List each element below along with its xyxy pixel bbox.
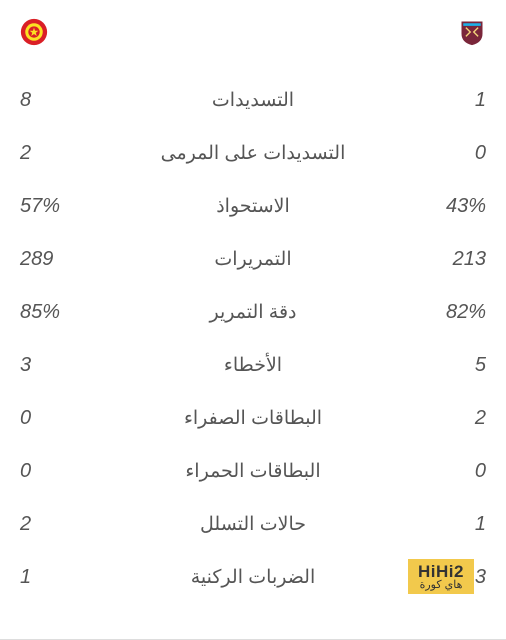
stat-label: البطاقات الصفراء [90,407,416,430]
stat-row: 289 التمريرات 213 [20,233,486,286]
stat-right-value: 213 [416,248,486,271]
watermark-line1: HiHi2 [418,563,464,581]
stat-label: الضربات الركنية [90,566,416,589]
team-right-crest [458,18,486,46]
team-left-crest [20,18,48,46]
stat-row: 85% دقة التمرير 82% [20,286,486,339]
stats-list: 8 التسديدات 1 2 التسديدات على المرمى 0 5… [20,74,486,604]
stat-right-value: 1 [416,513,486,536]
stat-left-value: 8 [20,89,90,112]
stat-left-value: 3 [20,354,90,377]
stat-row: 0 البطاقات الصفراء 2 [20,392,486,445]
stat-row: 3 الأخطاء 5 [20,339,486,392]
watermark-badge: HiHi2 هاي كورة [408,559,474,594]
stat-row: 0 البطاقات الحمراء 0 [20,445,486,498]
stat-left-value: 0 [20,460,90,483]
stat-label: الاستحواذ [90,195,416,218]
stat-label: حالات التسلل [90,513,416,536]
stat-row: 8 التسديدات 1 [20,74,486,127]
watermark-line2: هاي كورة [420,580,463,592]
stat-row: 2 حالات التسلل 1 [20,498,486,551]
stat-row: 57% الاستحواذ 43% [20,180,486,233]
stat-label: دقة التمرير [90,301,416,324]
stat-left-value: 0 [20,407,90,430]
stat-right-value: 0 [416,460,486,483]
stat-right-value: 82% [416,301,486,324]
stat-label: التسديدات [90,89,416,112]
stat-left-value: 57% [20,195,90,218]
stat-right-value: 43% [416,195,486,218]
stat-right-value: 5 [416,354,486,377]
stat-label: التمريرات [90,248,416,271]
stat-left-value: 2 [20,142,90,165]
teams-header [20,18,486,46]
stat-label: التسديدات على المرمى [90,142,416,165]
stat-label: البطاقات الحمراء [90,460,416,483]
stats-panel: 8 التسديدات 1 2 التسديدات على المرمى 0 5… [0,0,506,640]
stat-left-value: 289 [20,248,90,271]
stat-label: الأخطاء [90,354,416,377]
stat-left-value: 1 [20,566,90,589]
stat-right-value: 1 [416,89,486,112]
stat-row: 2 التسديدات على المرمى 0 [20,127,486,180]
stat-left-value: 85% [20,301,90,324]
stat-right-value: 2 [416,407,486,430]
stat-left-value: 2 [20,513,90,536]
stat-right-value: 0 [416,142,486,165]
